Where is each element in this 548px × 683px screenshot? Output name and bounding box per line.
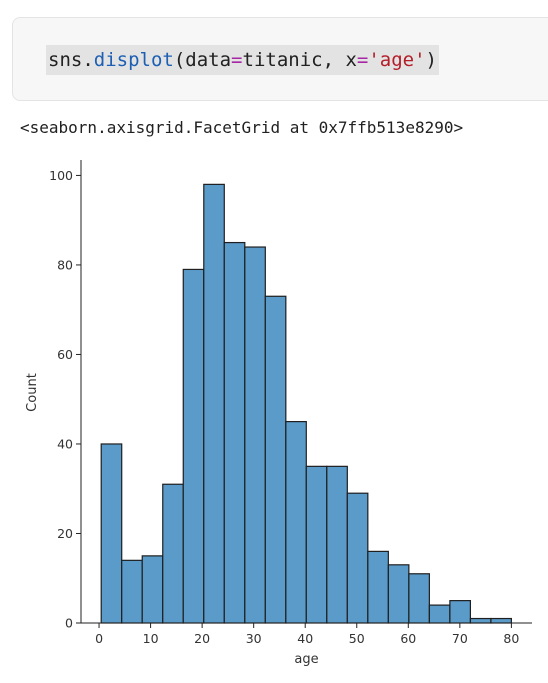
y-axis-label: Count — [25, 373, 40, 412]
histogram-chart: 0 20 40 60 80 100 0 10 20 30 40 50 60 70 80 age Count — [25, 160, 532, 667]
code-token: = — [356, 49, 369, 71]
output-repr: <seaborn.axisgrid.FacetGrid at 0x7ffb513… — [20, 118, 464, 137]
y-tick-label: 40 — [57, 436, 73, 451]
histogram-bar — [469, 617, 492, 624]
histogram-bar — [490, 617, 512, 624]
code-token: 'age' — [368, 49, 426, 71]
y-tick-label: 20 — [57, 526, 73, 541]
histogram-bar — [305, 465, 328, 624]
x-tick-label: 80 — [503, 631, 519, 646]
code-token: displot — [93, 49, 174, 71]
histogram-bar — [346, 492, 369, 624]
x-tick-label: 70 — [452, 631, 468, 646]
histogram-bar — [285, 420, 307, 624]
histogram-bar — [387, 564, 410, 624]
histogram-bar — [141, 555, 164, 624]
x-tick-label: 60 — [400, 631, 416, 646]
histogram-bar — [264, 295, 287, 624]
x-tick-label: 40 — [297, 631, 313, 646]
histogram-bar — [449, 600, 472, 624]
code-token: sns. — [48, 49, 94, 71]
bars-group — [100, 183, 512, 624]
histogram-bar — [203, 183, 225, 624]
code-cell[interactable]: sns.displot(data=titanic, x='age') — [12, 17, 548, 101]
x-tick-label: 0 — [95, 631, 103, 646]
x-tick-label: 30 — [246, 631, 262, 646]
x-tick-label: 50 — [349, 631, 365, 646]
y-tick-label: 80 — [57, 257, 73, 272]
histogram-bar — [182, 268, 205, 624]
histogram-bar — [326, 465, 348, 624]
histogram-bar — [162, 483, 184, 624]
code-line[interactable]: sns.displot(data=titanic, x='age') — [46, 45, 439, 75]
code-token: (data — [173, 49, 232, 71]
y-tick-label: 100 — [49, 168, 73, 183]
histogram-bar — [408, 573, 430, 624]
x-ticks: 0 10 20 30 40 50 60 70 80 — [95, 623, 519, 646]
x-tick-label: 10 — [143, 631, 159, 646]
histogram-bar — [244, 246, 266, 624]
x-axis-label: age — [294, 652, 318, 667]
y-tick-label: 0 — [65, 616, 73, 631]
histogram-bar — [367, 550, 389, 624]
code-token: ) — [425, 49, 437, 71]
histogram-bar — [428, 604, 451, 624]
code-token: titanic, x — [242, 49, 357, 71]
histogram-bar — [223, 241, 246, 624]
y-tick-label: 60 — [57, 347, 73, 362]
histogram-bar — [121, 559, 143, 624]
code-token: = — [231, 49, 243, 71]
y-ticks: 0 20 40 60 80 100 — [49, 168, 81, 631]
x-tick-label: 20 — [194, 631, 210, 646]
histogram-bar — [100, 443, 123, 624]
